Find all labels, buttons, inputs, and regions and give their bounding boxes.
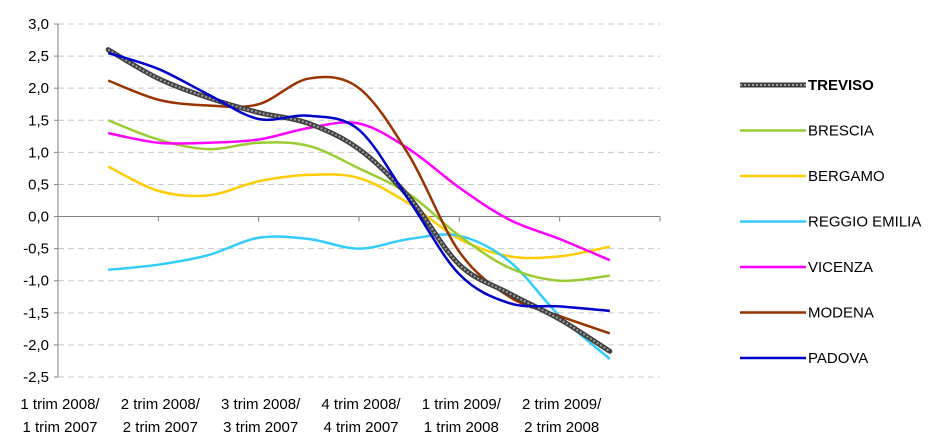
legend-label-treviso: TREVISO	[808, 77, 874, 94]
grid-lines	[58, 23, 660, 378]
series-line-modena	[107, 75, 611, 335]
series-line-vicenza	[107, 121, 611, 262]
x-tick-label: 2 trim 2008/2 trim 2007	[121, 396, 201, 436]
series-line-treviso-pattern	[107, 48, 611, 353]
y-tick-label: 2,5	[28, 48, 49, 65]
y-tick-label: -0,5	[23, 241, 49, 258]
legend-label-reggio-emilia: REGGIO EMILIA	[808, 214, 921, 231]
y-tick-label: 0,5	[28, 176, 49, 193]
y-tick-label: -1,5	[23, 305, 49, 322]
y-tick-label: -2,5	[23, 369, 49, 386]
x-tick-label: 4 trim 2008/4 trim 2007	[321, 396, 401, 436]
y-tick-label: -1,0	[23, 273, 49, 290]
y-tick-labels: 3,0 2,5 2,0 1,5 1,0 0,5 0,0 -0,5 -1,0 -1,5 -2,0 -2,…	[23, 16, 49, 386]
legend: TREVISO BRESCIA BERGAMO REGGIO EMILIA VICENZ…	[740, 77, 921, 367]
series-line-reggio-emilia	[108, 233, 611, 360]
x-tick-label: 2 trim 2009/2 trim 2008	[522, 396, 602, 436]
x-tick-labels: 1 trim 2008/1 trim 2007 2 trim 2008/2 tri…	[20, 396, 602, 436]
series-line-bergamo	[107, 165, 611, 260]
axes	[54, 23, 661, 378]
series-lines	[105, 47, 613, 360]
y-tick-label: -2,0	[23, 337, 49, 354]
legend-label-vicenza: VICENZA	[808, 259, 873, 276]
y-tick-label: 1,5	[28, 112, 49, 129]
legend-label-bergamo: BERGAMO	[808, 168, 885, 185]
y-tick-label: 1,0	[28, 144, 49, 161]
legend-label-modena: MODENA	[808, 305, 874, 322]
x-tick-label: 1 trim 2009/1 trim 2008	[422, 396, 502, 436]
y-tick-label: 2,0	[28, 80, 49, 97]
legend-label-brescia: BRESCIA	[808, 123, 874, 140]
x-tick-label: 3 trim 2008/3 trim 2007	[221, 396, 301, 436]
series-line-padova	[107, 51, 610, 313]
x-tick-label: 1 trim 2008/1 trim 2007	[20, 396, 100, 436]
legend-label-padova: PADOVA	[808, 350, 868, 367]
series-line-brescia	[107, 119, 610, 283]
y-tick-label: 3,0	[28, 16, 49, 33]
y-tick-label: 0,0	[28, 209, 49, 226]
